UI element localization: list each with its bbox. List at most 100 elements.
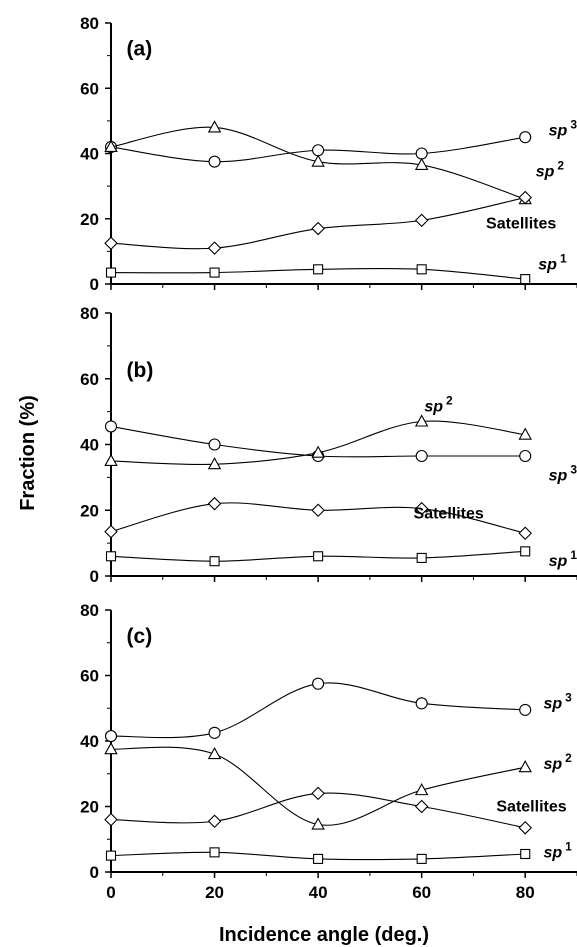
x-tick-label: 80 — [516, 883, 535, 902]
data-point-triangle — [207, 457, 222, 470]
data-point-triangle — [311, 445, 325, 458]
series-line-sp2 — [110, 746, 526, 826]
data-point-triangle — [207, 746, 222, 760]
data-point-circle — [312, 677, 325, 690]
series-label-satellites: Satellites — [496, 798, 566, 815]
data-point-square — [209, 556, 220, 567]
y-tick-label: 40 — [80, 145, 99, 164]
data-point-square — [416, 552, 427, 563]
data-point-diamond — [311, 221, 325, 236]
data-point-circle — [415, 697, 428, 710]
y-tick-label: 60 — [80, 79, 99, 98]
panel-label: (b) — [127, 359, 154, 382]
data-point-square — [520, 274, 531, 285]
data-point-square — [105, 267, 117, 278]
data-point-square — [105, 850, 117, 861]
series-label-sp1: sp 1 — [549, 548, 577, 570]
data-point-triangle — [311, 817, 325, 830]
y-tick-label: 40 — [80, 436, 99, 455]
data-point-square — [520, 546, 531, 557]
y-tick-label: 80 — [80, 14, 99, 33]
data-point-diamond — [104, 524, 118, 539]
data-point-triangle — [414, 782, 429, 796]
data-point-circle — [208, 438, 221, 451]
y-tick-label: 80 — [80, 304, 99, 323]
data-point-circle — [208, 726, 221, 739]
data-point-circle — [519, 131, 532, 144]
data-point-diamond — [207, 496, 222, 511]
x-axis-title: Incidence angle (deg.) — [219, 924, 429, 946]
series-label-sp3: sp 3 — [549, 463, 577, 485]
y-tick-label: 0 — [90, 275, 99, 294]
data-point-triangle — [518, 427, 532, 440]
data-point-circle — [519, 703, 532, 716]
series-label-satellites: Satellites — [486, 216, 556, 233]
data-point-square — [313, 853, 324, 864]
data-point-diamond — [414, 213, 429, 228]
data-point-diamond — [518, 526, 533, 541]
y-tick-label: 20 — [80, 798, 99, 817]
x-tick-label: 0 — [106, 883, 115, 902]
panel-label: (c) — [127, 625, 153, 648]
data-point-diamond — [518, 190, 533, 205]
data-point-circle — [104, 420, 118, 433]
x-tick-label: 20 — [205, 883, 224, 902]
y-tick-label: 80 — [80, 601, 99, 620]
series-label-sp3: sp 3 — [549, 118, 577, 140]
data-point-square — [313, 551, 324, 562]
series-label-sp1: sp 1 — [538, 251, 567, 273]
series-label-sp2: sp 2 — [543, 751, 572, 773]
y-tick-label: 60 — [80, 667, 99, 686]
series-label-sp1: sp 1 — [543, 839, 572, 861]
data-point-diamond — [207, 241, 222, 255]
panel-c: 0 20 40 60 80 0 20 40 60 80 (c) sp 3 sp 2 Satellites sp 1 — [80, 601, 577, 902]
series-label-sp3: sp 3 — [543, 690, 572, 712]
data-point-triangle — [104, 453, 118, 466]
series-label-sp2: sp 2 — [536, 158, 565, 180]
data-point-diamond — [104, 812, 118, 827]
data-point-diamond — [311, 786, 325, 801]
panel-label: (a) — [127, 38, 153, 61]
y-tick-label: 0 — [90, 567, 99, 586]
data-point-circle — [104, 730, 118, 743]
x-tick-label: 40 — [309, 883, 328, 902]
data-point-square — [416, 853, 427, 864]
data-point-circle — [415, 147, 428, 160]
data-point-square — [209, 267, 220, 278]
data-point-triangle — [104, 139, 118, 153]
data-point-diamond — [104, 236, 118, 250]
data-point-triangle — [311, 154, 325, 167]
data-point-circle — [519, 449, 532, 463]
data-point-diamond — [414, 799, 429, 814]
panel-b: 0 20 40 60 80 (b) sp 3 sp 2 Satellites sp 1 — [80, 304, 577, 586]
y-tick-label: 60 — [80, 370, 99, 389]
y-tick-label: 20 — [80, 210, 99, 229]
data-point-triangle — [414, 414, 429, 427]
data-point-diamond — [414, 501, 429, 516]
data-point-circle — [208, 155, 221, 168]
series-label-sp2: sp 2 — [424, 394, 453, 416]
series-line-sp3 — [110, 682, 526, 739]
data-point-circle — [312, 144, 325, 157]
y-tick-label: 0 — [90, 863, 99, 882]
y-tick-label: 20 — [80, 501, 99, 520]
data-point-square — [520, 848, 531, 860]
panel-a: 0 20 40 60 80 (a) sp 3 sp 2 Satellites sp 1 — [80, 14, 577, 294]
data-point-square — [416, 264, 427, 275]
y-tick-label: 40 — [80, 732, 99, 751]
data-point-square — [105, 551, 117, 562]
series-label-satellites: Satellites — [414, 505, 484, 522]
data-point-diamond — [207, 814, 222, 829]
data-point-triangle — [104, 742, 118, 755]
data-point-triangle — [518, 760, 532, 773]
y-axis-title: Fraction (%) — [17, 395, 39, 511]
data-point-circle — [415, 449, 428, 463]
x-tick-label: 60 — [412, 883, 431, 902]
data-point-triangle — [207, 120, 222, 133]
data-point-square — [209, 847, 220, 858]
data-point-square — [313, 264, 324, 275]
data-point-diamond — [311, 503, 325, 518]
data-point-triangle — [414, 157, 429, 170]
data-point-diamond — [518, 821, 533, 835]
